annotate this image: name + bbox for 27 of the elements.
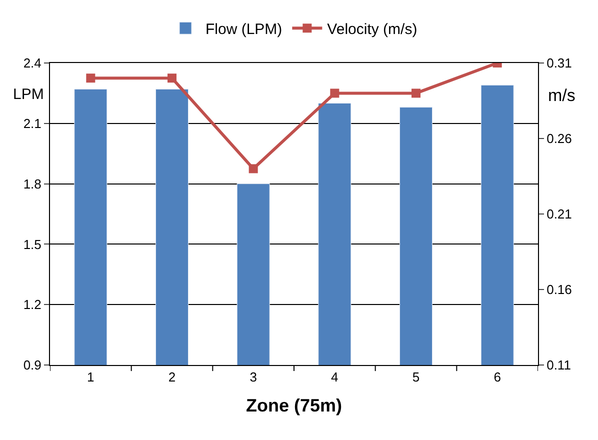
y-tick-label: 1.2: [23, 297, 42, 312]
y-tick-label: 2.1: [23, 116, 42, 131]
y2-tick-label: 0.26: [546, 131, 572, 146]
x-tick-label: 2: [168, 370, 176, 385]
legend-label: Flow (LPM): [206, 20, 282, 38]
legend-label: Velocity (m/s): [327, 20, 418, 38]
y-tick-label: 0.9: [23, 358, 42, 373]
y2-axis-title: m/s: [548, 86, 576, 105]
point: [330, 88, 340, 98]
x-tick-label: 3: [250, 370, 257, 385]
point: [248, 164, 258, 174]
x-axis-title: Zone (75m): [246, 396, 342, 416]
y2-tick-label: 0.16: [546, 282, 572, 298]
x-tick-label: 6: [494, 370, 501, 385]
point: [412, 88, 420, 98]
y-axis-title: LPM: [13, 86, 44, 103]
y-tick-label: 2.4: [23, 56, 42, 71]
x-tick-label: 4: [331, 370, 338, 385]
y2-tick-label: 0.31: [546, 56, 572, 71]
x-tick-label: 5: [412, 370, 420, 385]
point: [86, 74, 96, 83]
y-tick-label: 1.5: [23, 236, 42, 252]
x-tick-label: 1: [87, 370, 94, 385]
y2-tick-label: 0.21: [546, 206, 572, 222]
y-tick-label: 1.8: [23, 176, 42, 192]
y2-tick-label: 0.11: [546, 358, 571, 373]
point: [168, 74, 176, 83]
